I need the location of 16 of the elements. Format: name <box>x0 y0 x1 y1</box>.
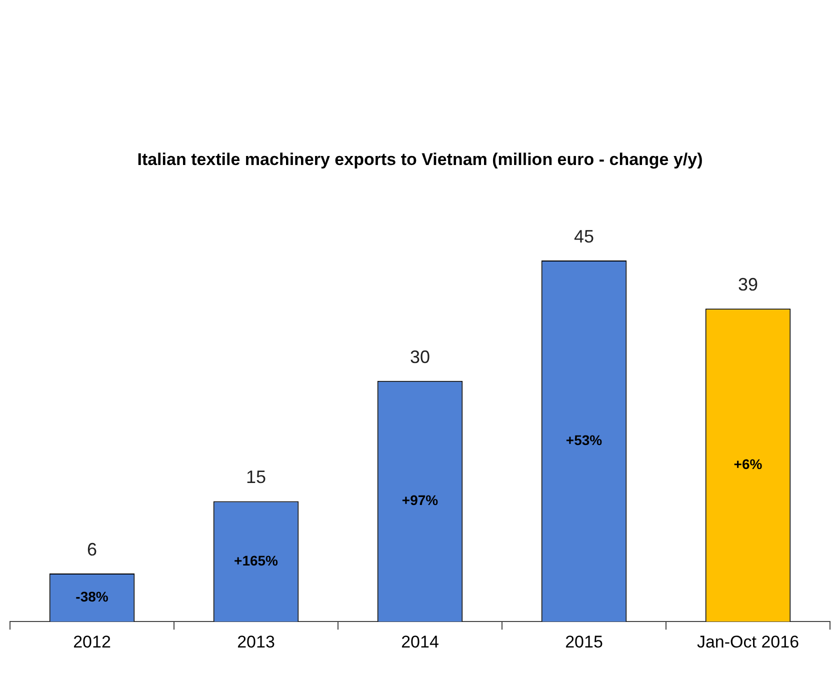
data-label: 15 <box>246 467 266 488</box>
data-label: 45 <box>574 226 594 246</box>
annotation: +97% <box>402 492 439 508</box>
annotation: -38% <box>76 588 109 604</box>
data-label: 6 <box>86 539 98 560</box>
annotation: +6% <box>734 456 763 472</box>
data-label: 30 <box>410 346 430 367</box>
x-tick-label: 2013 <box>237 632 275 652</box>
data-label: 39 <box>738 274 758 295</box>
x-tick-label: 2014 <box>401 632 439 652</box>
chart-title: Italian textile machinery exports to Vietnam (million euro - change y/y) <box>137 150 703 169</box>
annotation: +165% <box>234 552 279 568</box>
x-tick-label: 2012 <box>73 632 111 652</box>
x-tick-label: Jan-Oct 2016 <box>696 632 800 652</box>
x-tick-label: 2015 <box>565 632 603 652</box>
annotation: +53% <box>566 432 603 448</box>
